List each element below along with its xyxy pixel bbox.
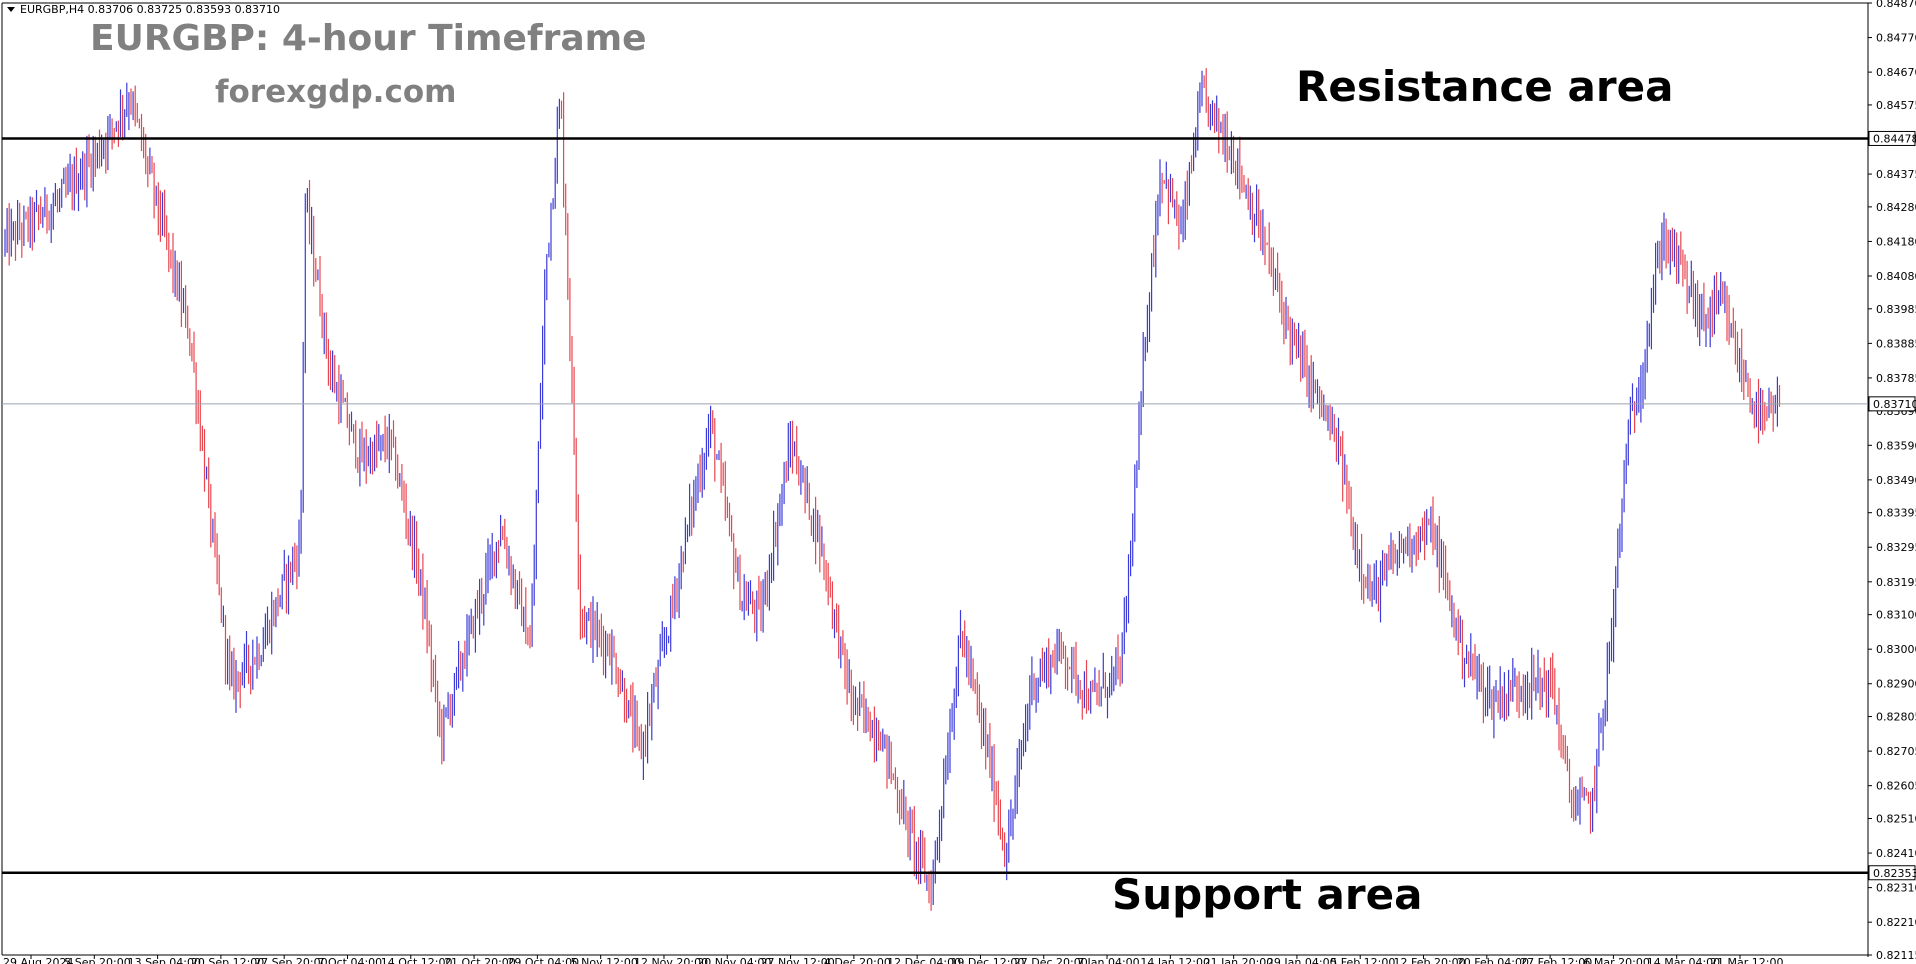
x-tick-label: 29 Aug 2024	[3, 956, 73, 964]
x-tick-label: 21 Mar 12:00	[1710, 956, 1783, 964]
y-tick-label: 0.83195	[1876, 576, 1916, 589]
x-tick-label: 27 Feb 12:00	[1520, 956, 1592, 964]
current-price-tag-text: 0.83710	[1873, 398, 1916, 411]
x-tick-label: 19 Dec 12:00	[950, 956, 1024, 964]
x-tick-label: 20 Nov 04:00	[697, 956, 771, 964]
x-tick-label: 6 Mar 20:00	[1583, 956, 1649, 964]
x-tick-label: 14 Oct 12:00	[381, 956, 453, 964]
resistance-price-tag-box	[1868, 130, 1916, 146]
y-tick-label: 0.82605	[1876, 780, 1916, 793]
x-tick-label: 27 Dec 20:00	[1014, 956, 1088, 964]
support-area-label: Support area	[1112, 870, 1423, 919]
y-tick-label: 0.83295	[1876, 541, 1916, 554]
x-tick-label: 7 Jan 04:00	[1077, 956, 1140, 964]
x-tick-label: 5 Nov 12:00	[571, 956, 638, 964]
x-tick-label: 12 Feb 20:00	[1394, 956, 1466, 964]
x-tick-label: 29 Jan 04:00	[1267, 956, 1337, 964]
x-tick-label: 7 Oct 04:00	[317, 956, 382, 964]
y-tick-label: 0.83885	[1876, 337, 1916, 350]
support-price-tag-box	[1868, 865, 1916, 881]
x-tick-label: 13 Sep 04:00	[128, 956, 201, 964]
x-tick-label: 12 Nov 20:00	[634, 956, 708, 964]
x-tick-label: 5 Sep 20:00	[64, 956, 130, 964]
current-price-tag-box	[1868, 396, 1916, 412]
x-tick-label: 5 Feb 12:00	[1330, 956, 1395, 964]
x-tick-label: 20 Sep 12:00	[191, 956, 264, 964]
support-price-tag-text: 0.82353	[1873, 867, 1916, 880]
x-tick-label: 20 Feb 04:00	[1457, 956, 1529, 964]
caret-down-icon[interactable]	[7, 7, 15, 12]
y-tick-label: 0.84375	[1876, 168, 1916, 181]
resistance-area-label: Resistance area	[1296, 62, 1674, 111]
resistance-price-tag-text: 0.84478	[1873, 132, 1916, 145]
y-tick-label: 0.82705	[1876, 745, 1916, 758]
y-tick-label: 0.82115	[1876, 949, 1916, 962]
chart-watermark-site: forexgdp.com	[215, 74, 457, 110]
x-tick-label: 27 Sep 20:00	[254, 956, 327, 964]
y-tick-label: 0.82805	[1876, 711, 1916, 724]
y-tick-label: 0.83395	[1876, 507, 1916, 520]
x-tick-label: 21 Oct 20:00	[444, 956, 516, 964]
symbol-info: EURGBP,H4 0.83706 0.83725 0.83593 0.8371…	[7, 3, 281, 16]
x-tick-label: 21 Jan 20:00	[1204, 956, 1274, 964]
symbol-info-text: EURGBP,H4 0.83706 0.83725 0.83593 0.8371…	[20, 3, 281, 16]
y-tick-label: 0.83785	[1876, 372, 1916, 385]
x-tick-label: 29 Oct 04:00	[507, 956, 579, 964]
x-tick-label: 14 Jan 12:00	[1140, 956, 1210, 964]
x-tick-label: 14 Mar 04:00	[1647, 956, 1720, 964]
x-tick-label: 27 Nov 12:00	[761, 956, 835, 964]
y-tick-label: 0.83985	[1876, 303, 1916, 316]
x-tick-label: 4 Dec 20:00	[824, 956, 891, 964]
chart-watermark-title: EURGBP: 4-hour Timeframe	[90, 18, 647, 59]
y-tick-label: 0.84575	[1876, 99, 1916, 112]
x-tick-label: 12 Dec 04:00	[887, 956, 961, 964]
